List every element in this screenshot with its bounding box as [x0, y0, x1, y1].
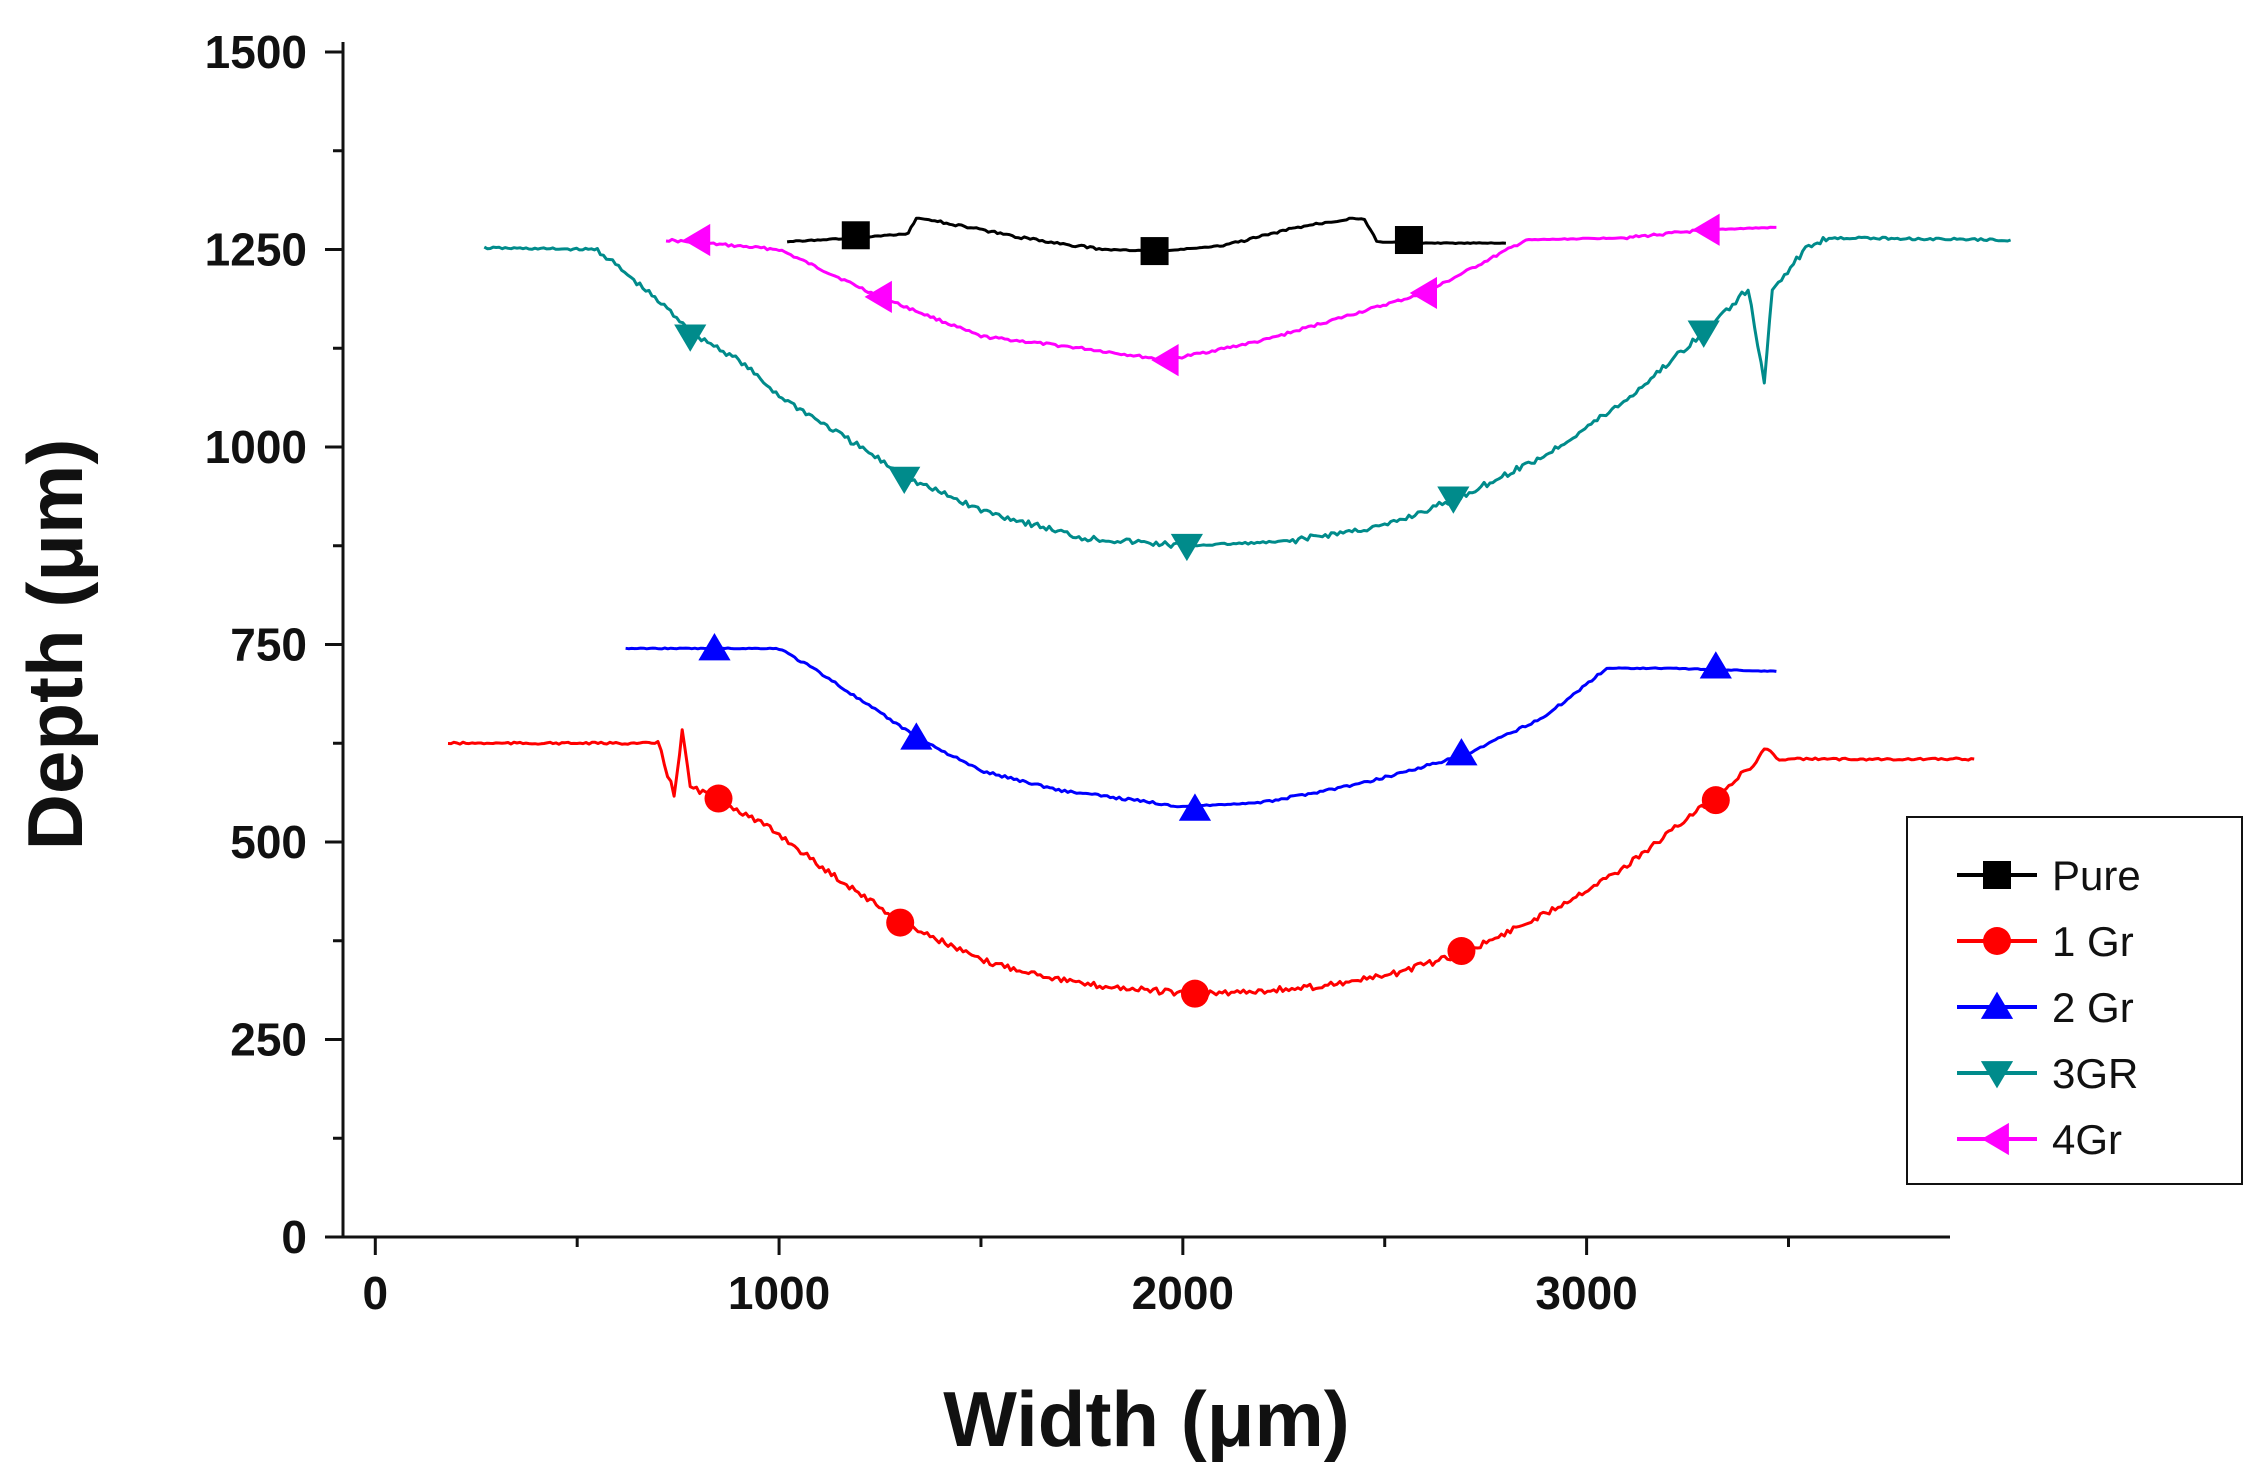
y-axis-title: Depth (μm) [11, 439, 99, 851]
legend-label-pure: Pure [2052, 852, 2141, 899]
x-tick-label: 3000 [1535, 1267, 1637, 1319]
data-point-pure [841, 221, 870, 250]
data-point-4gr [682, 223, 711, 257]
data-point-2gr [1445, 738, 1478, 766]
data-point-2gr [698, 633, 731, 661]
x-axis-title: Width (μm) [943, 1375, 1350, 1463]
series-line-2gr [625, 646, 1777, 809]
y-tick-label: 1500 [205, 26, 307, 78]
data-point-1gr [886, 908, 915, 937]
legend-label-3gr: 3GR [2052, 1050, 2138, 1097]
data-point-3gr [674, 324, 707, 352]
y-tick-label: 0 [281, 1211, 307, 1263]
data-point-4gr [864, 280, 892, 313]
y-tick-label: 1250 [205, 224, 307, 276]
y-tick-label: 250 [230, 1014, 307, 1066]
series-line-1gr [447, 728, 1975, 998]
data-point-4gr [1151, 344, 1179, 377]
legend-label-1gr: 1 Gr [2052, 918, 2134, 965]
ticks: 0 250 500 750 1000 1250 1500 0 1000 2000 3000 [205, 26, 1790, 1319]
data-point-2gr [1178, 793, 1212, 821]
y-tick-label: 500 [230, 816, 307, 868]
axes [341, 42, 1950, 1239]
data-point-4gr [1692, 213, 1720, 246]
y-tick-label: 750 [230, 619, 307, 671]
data-point-1gr [1701, 786, 1730, 815]
legend-marker-1gr [1983, 927, 2011, 955]
legend-marker-2gr [1980, 991, 2014, 1019]
data-point-1gr [704, 784, 733, 813]
legend: Pure 1 Gr 2 Gr 3GR 4Gr [1906, 816, 2243, 1185]
data-point-3gr [1170, 533, 1203, 562]
legend-box [1906, 816, 2243, 1185]
x-tick-label: 1000 [728, 1267, 830, 1319]
x-tick-label: 2000 [1132, 1267, 1234, 1319]
data-point-1gr [1447, 937, 1476, 966]
data-point-4gr [1409, 276, 1438, 310]
data-point-3gr [1687, 320, 1720, 348]
legend-marker-pure [1983, 861, 2011, 889]
legend-label-2gr: 2 Gr [2052, 984, 2134, 1031]
legend-marker-4gr [1981, 1122, 2009, 1156]
legend-label-4gr: 4Gr [2052, 1116, 2122, 1163]
y-tick-label: 1000 [205, 421, 307, 473]
data-point-2gr [900, 722, 933, 750]
plot-marks [447, 213, 2012, 1008]
data-point-3gr [1437, 486, 1470, 514]
data-point-pure [1394, 226, 1423, 255]
series-line-4gr [665, 225, 1777, 363]
x-tick-label: 0 [363, 1267, 389, 1319]
data-point-1gr [1180, 979, 1209, 1008]
legend-marker-3gr [1980, 1061, 2014, 1089]
data-point-2gr [1699, 651, 1732, 679]
series-line-3gr [483, 235, 2012, 549]
data-point-3gr [888, 466, 921, 494]
data-point-pure [1140, 237, 1169, 266]
